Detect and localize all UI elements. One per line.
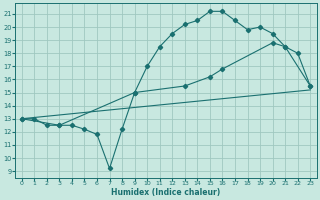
X-axis label: Humidex (Indice chaleur): Humidex (Indice chaleur) (111, 188, 220, 197)
